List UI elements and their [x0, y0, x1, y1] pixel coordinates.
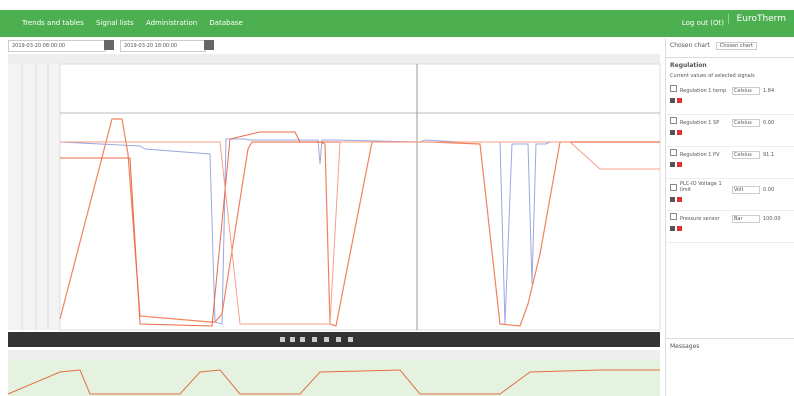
- messages-title: Messages: [666, 338, 794, 354]
- signal-label: PLC-IO Voltage 1 limit: [680, 181, 722, 193]
- signal-item: Regulation 1 temp Celsius 1.84: [666, 83, 794, 115]
- panel-header: Chosen chart Chosen chart: [666, 38, 794, 58]
- overview-header: [8, 350, 660, 360]
- signal-value: 0.00: [763, 120, 775, 126]
- signal-value: 100.00: [763, 216, 781, 222]
- top-bar: Trends and tables Signal lists Administr…: [0, 10, 794, 37]
- plot: [59, 63, 661, 331]
- side-panel: Chosen chart Chosen chart Regulation Cur…: [665, 38, 794, 396]
- swatch[interactable]: [677, 130, 682, 135]
- nav: Trends and tables Signal lists Administr…: [22, 10, 253, 27]
- signal-unit: Bar: [732, 215, 760, 223]
- trend-area: [7, 54, 661, 396]
- checkbox[interactable]: [670, 117, 677, 124]
- group-description: Current values of selected signals: [670, 73, 755, 79]
- checkbox[interactable]: [670, 213, 677, 220]
- signal-item: Pressure sensor Bar 100.00: [666, 211, 794, 243]
- signal-unit: Celsius: [732, 87, 760, 95]
- signal-item: Regulation 1 PV Celsius 91.1: [666, 147, 794, 179]
- nav-item[interactable]: Administration: [145, 19, 198, 27]
- time-header: [8, 54, 660, 64]
- swatches: [670, 162, 791, 169]
- signal-list: Regulation 1 temp Celsius 1.84 Regulation 1…: [666, 83, 794, 243]
- swatches: [670, 197, 791, 204]
- axis-gutter: [8, 64, 60, 330]
- trend-line: [60, 131, 660, 327]
- swatch[interactable]: [670, 197, 675, 202]
- signal-item: PLC-IO Voltage 1 limit Volt 0.00: [666, 179, 794, 211]
- chosen-label: Chosen chart: [670, 42, 710, 49]
- signal-label: Regulation 1 SP: [680, 120, 720, 126]
- calendar-button[interactable]: [104, 40, 114, 50]
- signal-unit: Volt: [732, 186, 760, 194]
- signal-label: Regulation 1 PV: [680, 152, 720, 158]
- swatches: [670, 98, 791, 105]
- signal-unit: Celsius: [732, 119, 760, 127]
- signal-value: 1.84: [763, 88, 775, 94]
- signal-unit: Celsius: [732, 151, 760, 159]
- nav-item[interactable]: Trends and tables: [22, 19, 84, 27]
- swatch[interactable]: [677, 98, 682, 103]
- nav-item[interactable]: Signal lists: [96, 19, 134, 27]
- signal-label: Pressure sensor: [680, 216, 720, 222]
- trend-line: [60, 141, 660, 325]
- checkbox[interactable]: [670, 149, 677, 156]
- swatch[interactable]: [670, 130, 675, 135]
- trend-line: [59, 118, 660, 327]
- swatch[interactable]: [677, 226, 682, 231]
- signal-item: Regulation 1 SP Celsius 0.00: [666, 115, 794, 147]
- logout[interactable]: Log out (Ot): [681, 19, 724, 27]
- group-title: Regulation: [670, 62, 707, 69]
- swatch[interactable]: [677, 197, 682, 202]
- checkbox[interactable]: [670, 184, 677, 191]
- trend-line: [59, 138, 660, 325]
- signal-label: Regulation 1 temp: [680, 88, 727, 94]
- toolbar-icons: [280, 337, 353, 342]
- signal-value: 91.1: [763, 152, 775, 158]
- swatches: [670, 226, 791, 233]
- chart-toolbar: [8, 332, 660, 347]
- brand: EuroTherm: [727, 14, 786, 24]
- swatches: [670, 130, 791, 137]
- signal-value: 0.00: [763, 187, 775, 193]
- chosen-select[interactable]: Chosen chart: [715, 42, 757, 50]
- overview-line: [7, 369, 660, 395]
- swatch[interactable]: [670, 98, 675, 103]
- date-from[interactable]: 2019-03-20 08:00:00: [8, 40, 106, 52]
- swatch[interactable]: [670, 226, 675, 231]
- calendar-button[interactable]: [204, 40, 214, 50]
- nav-item[interactable]: Database: [209, 19, 243, 27]
- swatch[interactable]: [677, 162, 682, 167]
- gutter-lines: [21, 64, 49, 330]
- overview: [8, 360, 660, 396]
- swatch[interactable]: [670, 162, 675, 167]
- checkbox[interactable]: [670, 85, 677, 92]
- date-to[interactable]: 2019-03-20 18:00:00: [120, 40, 206, 52]
